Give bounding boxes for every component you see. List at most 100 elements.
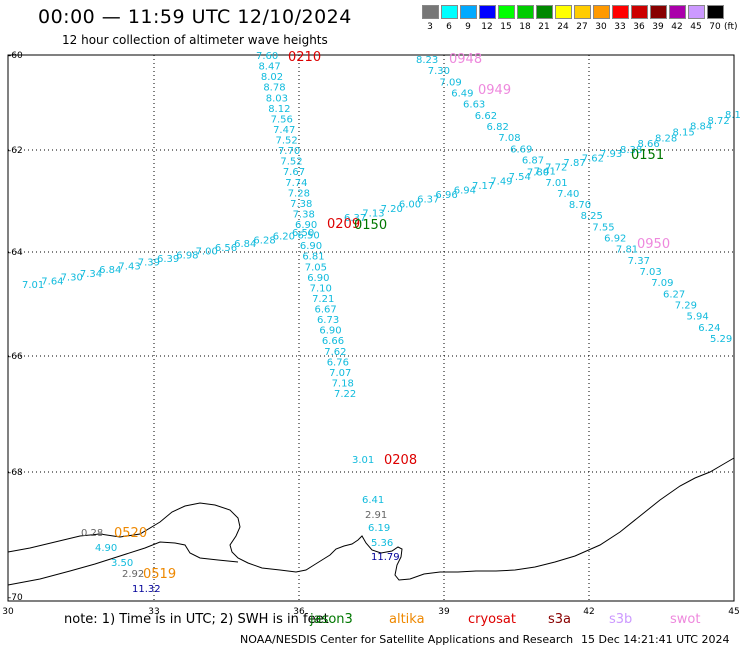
swh-value: 8.1 xyxy=(725,110,740,121)
swh-value: 8.72 xyxy=(708,116,730,127)
swh-value: 7.40 xyxy=(557,189,579,200)
swh-value: 7.01 xyxy=(22,280,44,291)
map-subtitle: 12 hour collection of altimeter wave hei… xyxy=(62,33,328,47)
swh-value: 6.96 xyxy=(435,190,457,201)
pass-time-label: 0950 xyxy=(637,237,670,252)
swh-value: 3.01 xyxy=(352,455,374,466)
swh-value: 8.28 xyxy=(655,133,677,144)
legend-swatch xyxy=(669,5,686,19)
swh-value: 6.90 xyxy=(300,241,322,252)
swh-value: 7.43 xyxy=(118,261,140,272)
swh-value: 0.28 xyxy=(81,528,103,539)
swh-value: 7.01 xyxy=(545,178,567,189)
sat-swot: swot xyxy=(670,612,701,627)
swh-value: 6.39 xyxy=(157,254,179,265)
swh-value: 7.62 xyxy=(324,347,346,358)
swh-value: 6.90 xyxy=(295,220,317,231)
swh-value: 6.20 xyxy=(273,232,295,243)
legend-label: 42 xyxy=(671,22,683,32)
legend-label: 24 xyxy=(557,22,569,32)
legend-swatch xyxy=(498,5,515,19)
legend-unit: (ft) xyxy=(724,22,738,32)
swh-value: 7.03 xyxy=(639,267,661,278)
swh-value: 6.90 xyxy=(319,326,341,337)
legend-label: 15 xyxy=(500,22,512,32)
legend-swatch xyxy=(479,5,496,19)
swh-value: 7.74 xyxy=(285,178,307,189)
swh-value: 6.98 xyxy=(176,250,198,261)
swh-value: 7.62 xyxy=(582,154,604,165)
swh-value: 7.37 xyxy=(628,256,650,267)
tick-label: 45 xyxy=(728,607,739,617)
swh-value: 6.24 xyxy=(698,323,720,334)
swh-value: 6.76 xyxy=(327,357,349,368)
swh-value: 7.39 xyxy=(138,258,160,269)
pass-time-label: 0209 xyxy=(327,217,360,232)
swh-value: 6.27 xyxy=(663,289,685,300)
swh-value: 6.37 xyxy=(344,213,366,224)
swh-value: 5.36 xyxy=(371,538,393,549)
pass-time-label: 0151 xyxy=(631,148,664,163)
sat-s3b: s3b xyxy=(609,612,633,627)
tick-label: -62 xyxy=(8,146,23,156)
pass-time-label: 0948 xyxy=(449,52,482,67)
swh-value: 6.84 xyxy=(234,239,256,250)
swh-value: 6.50 xyxy=(292,228,314,239)
swh-value: 8.84 xyxy=(690,122,712,133)
plot-frame xyxy=(7,54,735,602)
legend-label: 33 xyxy=(614,22,626,32)
swh-value: 5.29 xyxy=(710,334,732,345)
swh-value: 7.49 xyxy=(490,176,512,187)
swh-value: 7.93 xyxy=(600,149,622,160)
swh-value: 7.21 xyxy=(312,294,334,305)
swh-value: 7.08 xyxy=(498,133,520,144)
swh-value: 6.94 xyxy=(454,186,476,197)
swh-value: 6.00 xyxy=(399,199,421,210)
legend-label: 27 xyxy=(576,22,588,32)
swh-value: 7.07 xyxy=(329,368,351,379)
legend-label: 36 xyxy=(633,22,645,32)
swh-value: 6.84 xyxy=(99,265,121,276)
legend-label: 12 xyxy=(481,22,493,32)
swh-labels: 7.608.478.028.788.038.127.567.477.527.70… xyxy=(22,50,740,595)
swh-value: 4.90 xyxy=(95,543,117,554)
pass-time-label: 0150 xyxy=(354,218,387,233)
legend-label: 6 xyxy=(446,22,452,32)
swh-value: 7.81 xyxy=(616,245,638,256)
swh-value: 6.90 xyxy=(307,273,329,284)
credit-line: NOAA/NESDIS Center for Satellite Applica… xyxy=(240,633,574,646)
swh-value: 7.29 xyxy=(675,301,697,312)
swh-value: 8.23 xyxy=(416,55,438,66)
swh-value: 7.20 xyxy=(381,204,403,215)
tick-label: 39 xyxy=(438,607,450,617)
swh-value: 6.19 xyxy=(368,523,390,534)
swh-value: 7.05 xyxy=(305,262,327,273)
legend-label: 30 xyxy=(595,22,607,32)
swh-value: 6.50 xyxy=(297,231,319,242)
swh-value: 6.67 xyxy=(315,305,337,316)
legend-swatch xyxy=(612,5,629,19)
swh-value: 7.70 xyxy=(278,146,300,157)
tick-label: 30 xyxy=(2,607,14,617)
swh-value: 7.30 xyxy=(428,66,450,77)
swh-value: 7.38 xyxy=(293,209,315,220)
swh-value: 8.47 xyxy=(258,62,280,73)
legend-label: 9 xyxy=(465,22,471,32)
swh-value: 7.18 xyxy=(332,378,354,389)
legend-label: 18 xyxy=(519,22,531,32)
swh-value: 7.55 xyxy=(592,222,614,233)
tick-label: 33 xyxy=(148,607,159,617)
swh-value: 7.09 xyxy=(651,278,673,289)
sat-s3a: s3a xyxy=(548,612,572,627)
pass-time-label: 0208 xyxy=(384,453,417,468)
swh-value: 7.67 xyxy=(283,167,305,178)
swh-value: 7.52 xyxy=(280,157,302,168)
legend-swatch xyxy=(536,5,553,19)
swh-value: 7.09 xyxy=(440,77,462,88)
swh-value: 8.38 xyxy=(620,145,642,156)
swh-value: 5.94 xyxy=(686,312,708,323)
swh-value: 7.34 xyxy=(80,269,102,280)
swh-value: 6.92 xyxy=(604,234,626,245)
tick-label: -66 xyxy=(8,352,23,362)
swh-value: 7.00 xyxy=(196,247,218,258)
